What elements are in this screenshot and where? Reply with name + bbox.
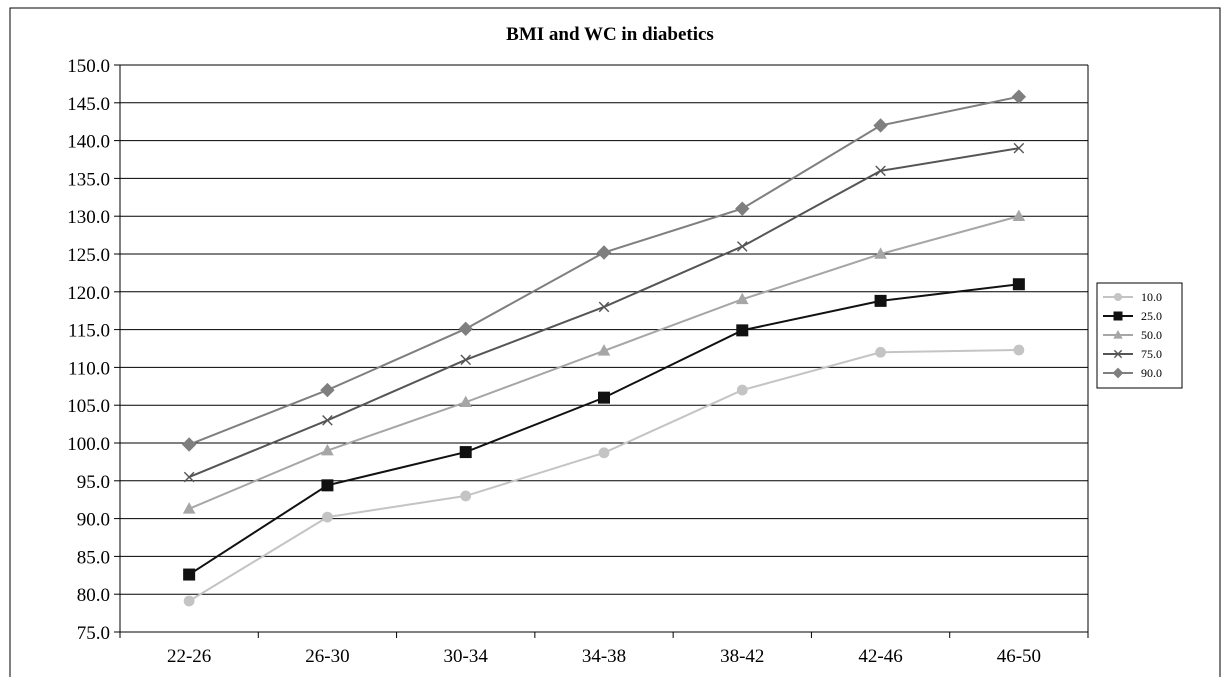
data-point (183, 568, 196, 581)
legend-label: 50.0 (1141, 328, 1162, 342)
series-3 (183, 142, 1025, 483)
data-point (736, 324, 749, 337)
data-point (320, 382, 335, 398)
y-tick-label: 150.0 (67, 56, 110, 77)
data-point (596, 245, 612, 260)
x-tick-label: 34-38 (582, 646, 626, 667)
series-line (188, 349, 1019, 602)
legend: 10.0 25.0 50.0 75.0 90.0 (1096, 282, 1183, 389)
data-point (875, 346, 886, 358)
data-point (183, 595, 195, 607)
data-point (321, 479, 334, 492)
data-point (1013, 142, 1025, 154)
data-point (183, 471, 195, 483)
data-point (736, 384, 748, 396)
legend-label: 25.0 (1141, 309, 1162, 323)
data-point (460, 490, 472, 502)
data-point (598, 391, 610, 404)
y-tick-label: 90.0 (77, 510, 110, 531)
series-1 (183, 278, 1025, 581)
y-tick-label: 75.0 (77, 623, 110, 644)
y-tick-label: 105.0 (67, 396, 110, 417)
series-0 (183, 344, 1025, 607)
data-point (322, 511, 333, 523)
legend-marker (1113, 330, 1123, 339)
axis-layer: 75.0 80.0 85.0 90.0 95.0 100.0 105.0 110.0 115.0… (67, 56, 1089, 667)
data-point (874, 247, 887, 259)
data-point (182, 502, 196, 514)
y-tick-label: 125.0 (67, 245, 110, 266)
y-tick-label: 130.0 (67, 207, 110, 228)
data-point (1012, 209, 1026, 221)
series-2 (182, 209, 1026, 514)
data-point (460, 354, 472, 366)
y-tick-label: 110.0 (68, 358, 110, 379)
data-point (458, 321, 473, 337)
series-line (188, 147, 1020, 478)
y-tick-label: 80.0 (77, 585, 110, 606)
legend-marker (1113, 349, 1123, 359)
x-tick-label: 38-42 (720, 646, 764, 667)
y-tick-label: 95.0 (77, 472, 110, 493)
data-point (735, 292, 749, 305)
data-point (1012, 278, 1025, 291)
x-tick-label: 46-50 (997, 646, 1041, 667)
y-tick-label: 145.0 (67, 94, 110, 115)
data-point (736, 241, 748, 252)
data-point (598, 301, 610, 313)
y-tick-label: 120.0 (67, 283, 110, 304)
x-tick-label: 22-26 (167, 646, 211, 667)
y-tick-label: 115.0 (68, 321, 110, 342)
data-point (1013, 344, 1025, 356)
data-point (322, 415, 333, 426)
chart-title: BMI and WC in diabetics (506, 24, 714, 45)
data-point (1011, 89, 1027, 104)
legend-label: 90.0 (1141, 366, 1162, 380)
data-point (875, 165, 886, 177)
series-line (188, 215, 1020, 510)
series-line (188, 283, 1019, 576)
data-point (321, 443, 334, 456)
legend-marker (1112, 367, 1124, 379)
legend-marker (1113, 311, 1123, 321)
y-tick-label: 135.0 (67, 169, 110, 190)
series-4 (181, 89, 1027, 452)
legend-label: 75.0 (1141, 347, 1162, 361)
y-tick-label: 100.0 (67, 434, 110, 455)
legend-label: 10.0 (1141, 290, 1162, 304)
data-point (874, 294, 887, 307)
x-tick-label: 26-30 (305, 646, 349, 667)
data-point (181, 437, 197, 452)
data-point (459, 446, 472, 459)
data-point (735, 201, 750, 216)
data-point (459, 395, 473, 407)
x-tick-label: 30-34 (444, 646, 489, 667)
series-layer (181, 89, 1027, 607)
y-tick-label: 85.0 (77, 547, 110, 568)
data-point (598, 447, 610, 459)
y-tick-label: 140.0 (67, 132, 110, 153)
chart-frame (9, 7, 1221, 677)
data-point (597, 344, 611, 356)
grid-layer (120, 64, 1088, 633)
legend-marker (1113, 292, 1123, 302)
x-tick-label: 42-46 (858, 646, 902, 667)
data-point (873, 118, 888, 133)
